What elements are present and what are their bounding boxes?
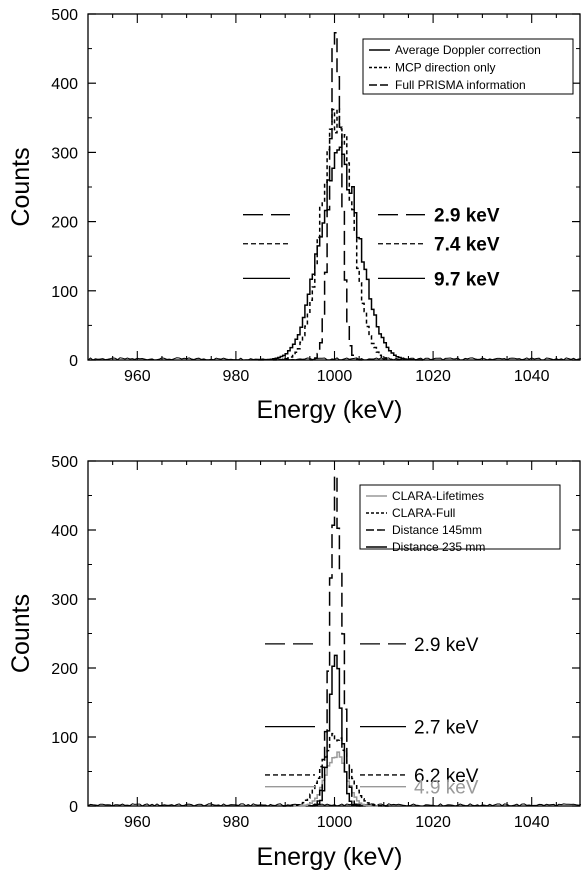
series-distance-235-mm bbox=[311, 654, 361, 807]
annotation-label: 2.9 keV bbox=[434, 206, 500, 227]
x-tick-label: 1040 bbox=[514, 814, 550, 831]
x-tick-label: 960 bbox=[124, 814, 151, 831]
x-tick-label: 980 bbox=[223, 814, 250, 831]
baseline-noise bbox=[87, 803, 581, 807]
x-tick-label: 1000 bbox=[317, 814, 353, 831]
fwhm-annotation: 4.9 keV bbox=[265, 778, 479, 799]
y-tick-label: 500 bbox=[51, 454, 78, 471]
x-tick-label: 1040 bbox=[514, 368, 550, 385]
baseline-noise bbox=[87, 357, 581, 361]
y-tick-label: 0 bbox=[69, 799, 78, 816]
fwhm-annotation: 7.4 keV bbox=[243, 235, 500, 256]
legend-box bbox=[359, 484, 561, 550]
legend-label: Distance 235 mm bbox=[392, 540, 485, 554]
annotation-label: 9.7 keV bbox=[434, 269, 500, 290]
chart-panel-2: 0 100 200 300 400 500 960 980 1000 1020 1040 Energy… bbox=[7, 454, 581, 871]
legend-label: Average Doppler correction bbox=[395, 43, 541, 57]
fwhm-annotation: 2.9 keV bbox=[243, 206, 500, 227]
y-axis-label: Counts bbox=[7, 147, 35, 226]
y-tick-label: 200 bbox=[51, 215, 78, 232]
legend-label: CLARA-Lifetimes bbox=[392, 489, 484, 503]
series-clara-full bbox=[282, 732, 390, 807]
series-distance-145mm bbox=[309, 474, 363, 807]
y-tick-label: 200 bbox=[51, 661, 78, 678]
y-tick-label: 0 bbox=[69, 353, 78, 370]
legend: CLARA-Lifetimes CLARA-Full Distance 145mm D… bbox=[359, 484, 561, 554]
fwhm-annotation: 2.7 keV bbox=[265, 718, 479, 739]
legend-label: MCP direction only bbox=[395, 61, 496, 75]
legend-label: Distance 145mm bbox=[392, 523, 482, 537]
fwhm-annotation: 6.2 keV bbox=[265, 766, 479, 787]
annotation-label: 2.9 keV bbox=[414, 635, 479, 656]
chart-panel-1: 0 100 200 300 400 500 960 980 1000 1020 1040 Energy… bbox=[7, 7, 581, 424]
annotation-label: 6.2 keV bbox=[414, 766, 479, 787]
series-mcp-direction-only bbox=[272, 108, 402, 361]
y-tick-label: 300 bbox=[51, 145, 78, 162]
y-tick-label: 400 bbox=[51, 523, 78, 540]
series-clara-lifetimes bbox=[292, 751, 380, 807]
legend-box bbox=[362, 38, 574, 95]
y-tick-label: 300 bbox=[51, 592, 78, 609]
y-tick-label: 400 bbox=[51, 76, 78, 93]
legend-label: Full PRISMA information bbox=[395, 78, 526, 92]
series-full-prisma-information bbox=[309, 31, 363, 361]
fwhm-annotation: 9.7 keV bbox=[243, 269, 500, 290]
legend: Average Doppler correction MCP direction … bbox=[362, 38, 574, 95]
x-axis-label: Energy (keV) bbox=[257, 396, 403, 424]
x-tick-label: 980 bbox=[223, 368, 250, 385]
y-tick-label: 100 bbox=[51, 284, 78, 301]
x-tick-label: 1020 bbox=[415, 368, 451, 385]
x-tick-label: 1020 bbox=[415, 814, 451, 831]
annotation-label: 7.4 keV bbox=[434, 235, 500, 256]
y-axis-label: Counts bbox=[7, 594, 35, 673]
x-tick-label: 960 bbox=[124, 368, 151, 385]
y-tick-label: 100 bbox=[51, 730, 78, 747]
legend-label: CLARA-Full bbox=[392, 506, 455, 520]
annotation-label: 4.9 keV bbox=[414, 778, 479, 799]
x-axis-label: Energy (keV) bbox=[257, 843, 403, 871]
annotation-label: 2.7 keV bbox=[414, 718, 479, 739]
y-tick-label: 500 bbox=[51, 7, 78, 24]
x-tick-label: 1000 bbox=[317, 368, 353, 385]
fwhm-annotation: 2.9 keV bbox=[265, 635, 479, 656]
series-average-doppler-correction bbox=[257, 146, 424, 361]
